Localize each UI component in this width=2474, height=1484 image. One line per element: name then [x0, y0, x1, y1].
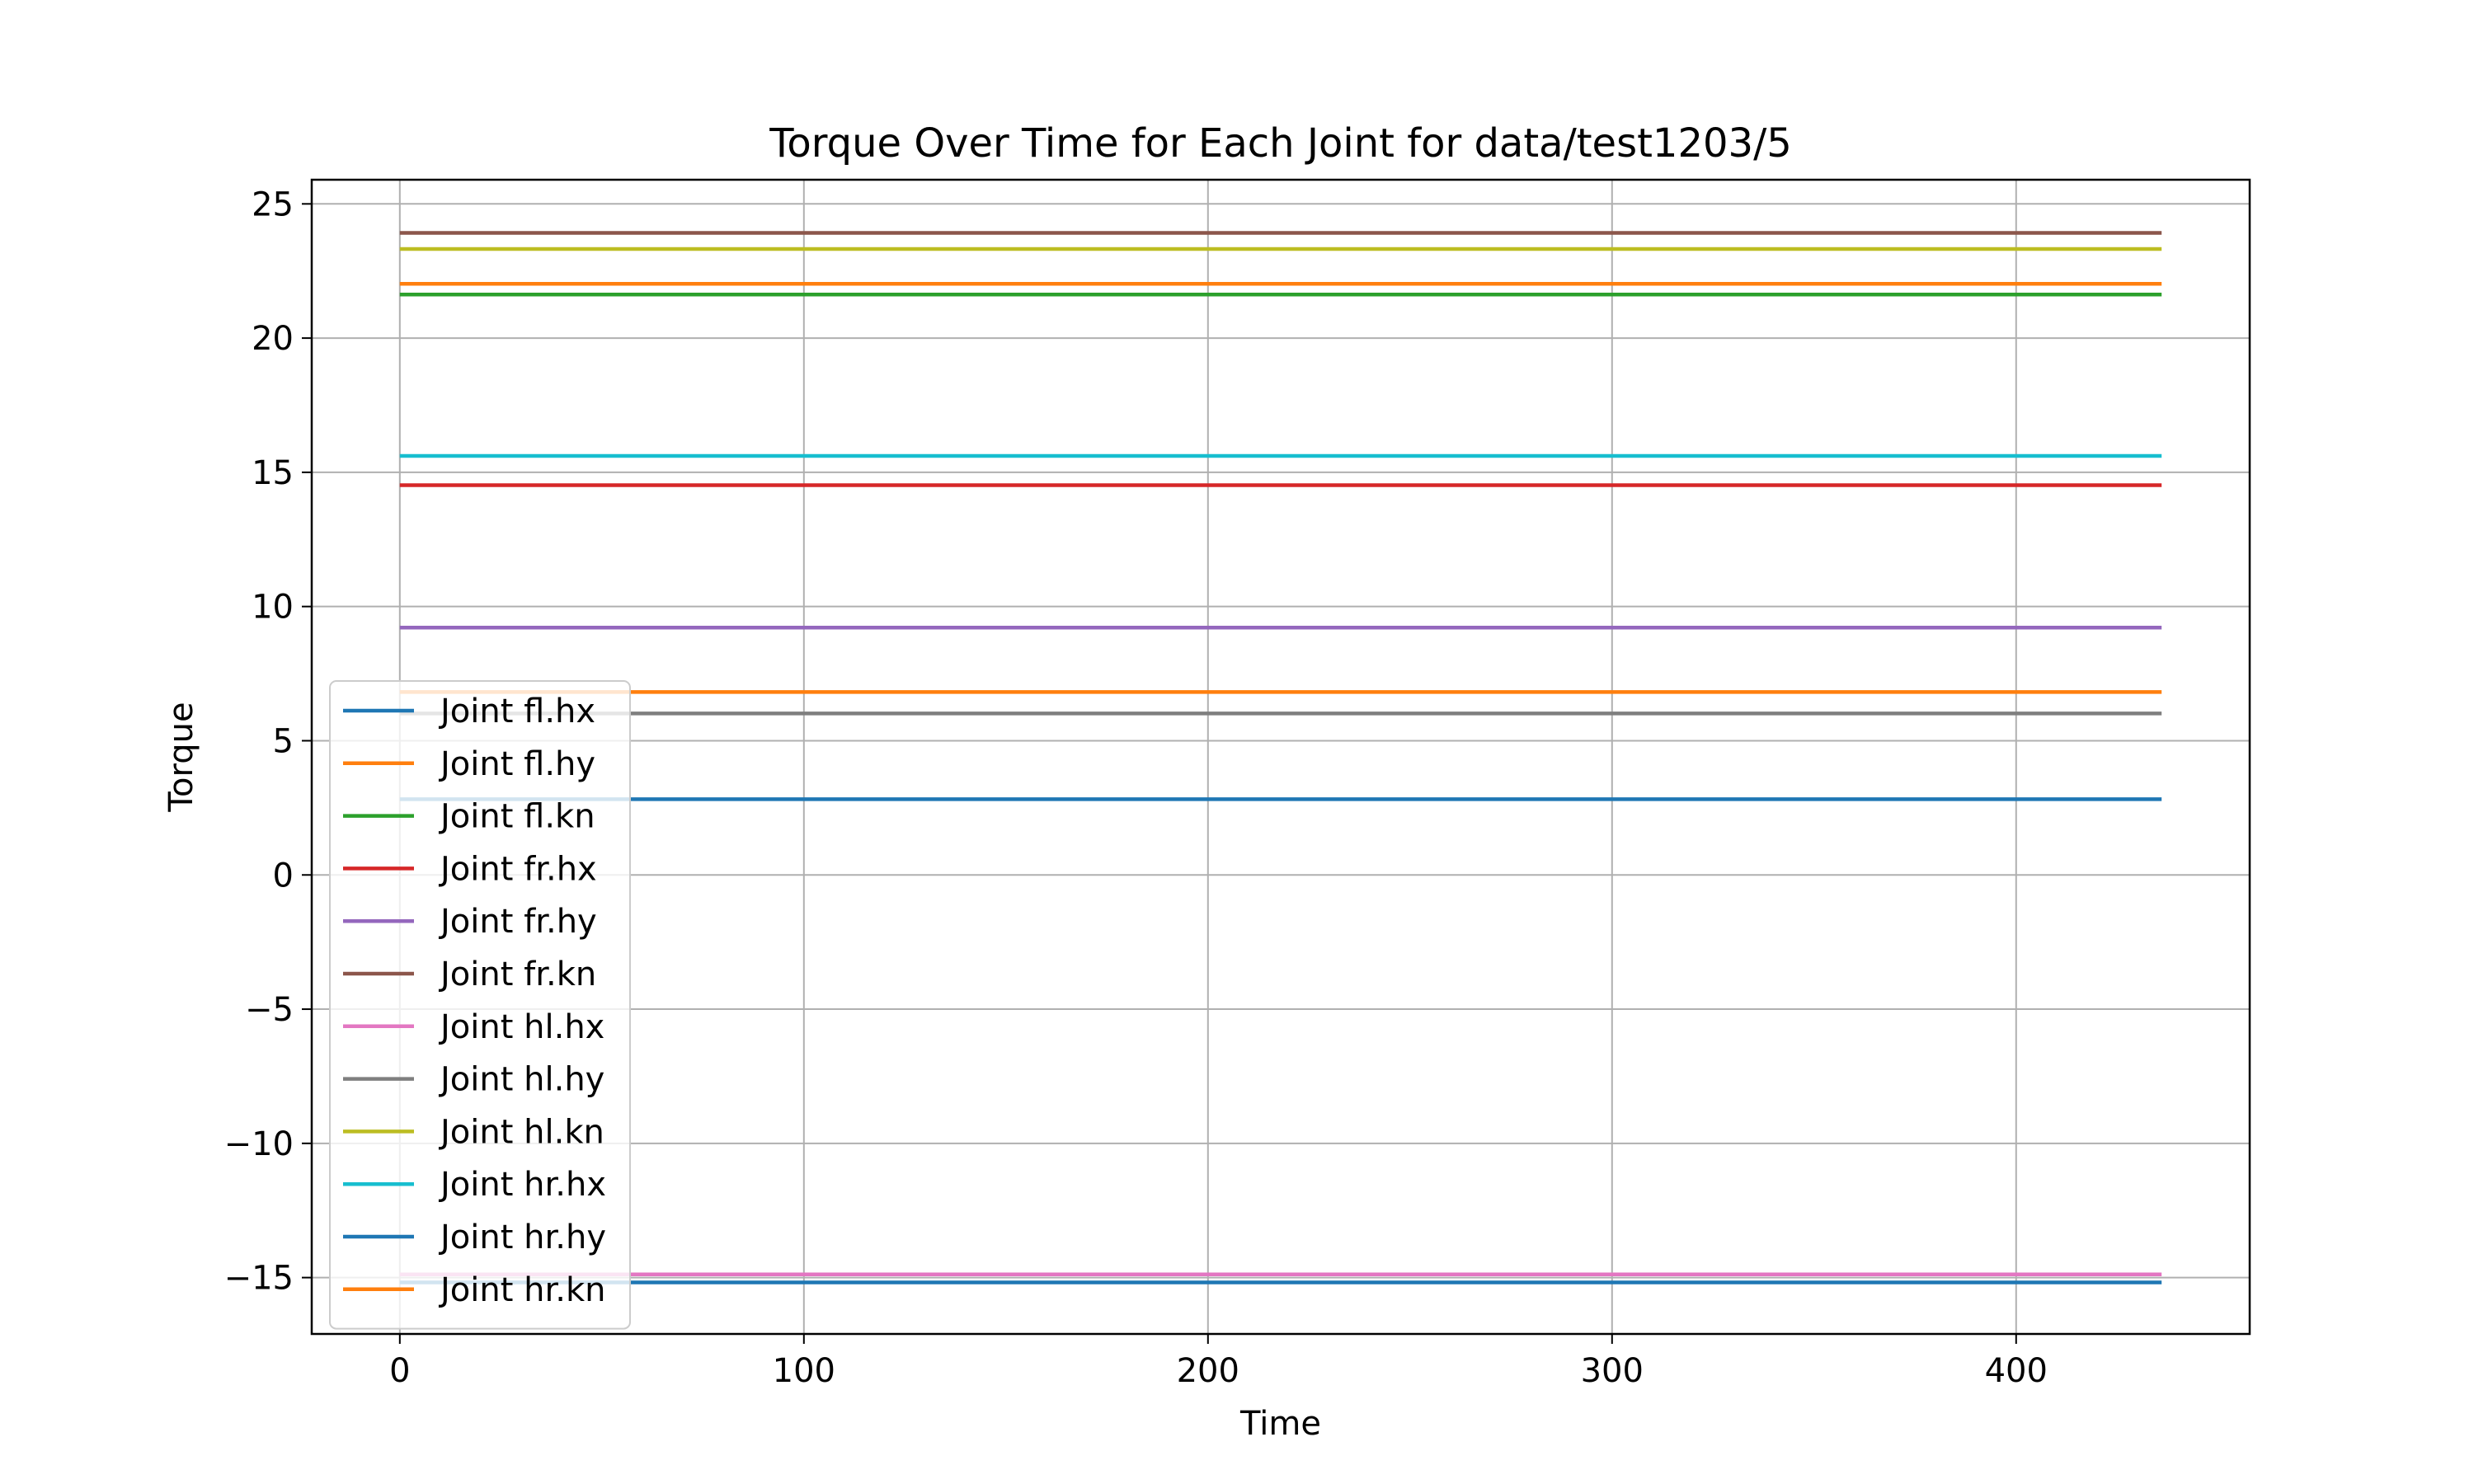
y-tick-label: 20: [252, 320, 294, 358]
chart-title: Torque Over Time for Each Joint for data…: [769, 120, 1792, 167]
legend: Joint fl.hx Joint fl.hy Joint fl.kn Joint f…: [329, 680, 631, 1330]
y-tick-label: 15: [252, 454, 294, 492]
legend-label: Joint hl.hx: [438, 1008, 604, 1046]
legend-label: Joint fr.kn: [438, 956, 596, 993]
legend-label: Joint hl.kn: [438, 1113, 604, 1151]
grid-layer: [312, 180, 2250, 1334]
legend-label: Joint hr.kn: [438, 1271, 606, 1309]
x-tick-label: 0: [389, 1352, 410, 1390]
x-tick-label: 300: [1581, 1352, 1644, 1390]
x-tick-label: 400: [1985, 1352, 2048, 1390]
legend-label: Joint hl.hy: [438, 1061, 604, 1099]
y-tick-label: 10: [252, 589, 294, 627]
legend-label: Joint fl.hy: [438, 745, 595, 783]
plot-frame: [310, 178, 2251, 1336]
x-axis-label: Time: [1239, 1405, 1321, 1443]
tick-layer: 0 100 200 300 400 −15 −10 −5 0 5 10 15 20 25: [224, 186, 2048, 1390]
legend-label: Joint hr.hx: [438, 1166, 606, 1204]
legend-box: [329, 680, 631, 1330]
y-tick-label: 25: [252, 186, 294, 223]
legend-label: Joint fl.kn: [438, 798, 595, 836]
legend-label: Joint hr.hy: [438, 1219, 606, 1256]
y-tick-label: −10: [224, 1125, 294, 1163]
series-layer: [399, 231, 2162, 1284]
y-tick-label: 0: [273, 857, 294, 895]
legend-label: Joint fl.hx: [438, 693, 595, 730]
x-tick-label: 100: [773, 1352, 835, 1390]
legend-label: Joint fr.hx: [438, 850, 597, 888]
y-tick-label: 5: [273, 722, 294, 760]
y-tick-label: −5: [245, 991, 294, 1029]
y-tick-label: −15: [224, 1260, 294, 1298]
x-tick-label: 200: [1177, 1352, 1239, 1390]
legend-label: Joint fr.hy: [438, 903, 597, 941]
y-axis-label: Torque: [162, 702, 200, 812]
